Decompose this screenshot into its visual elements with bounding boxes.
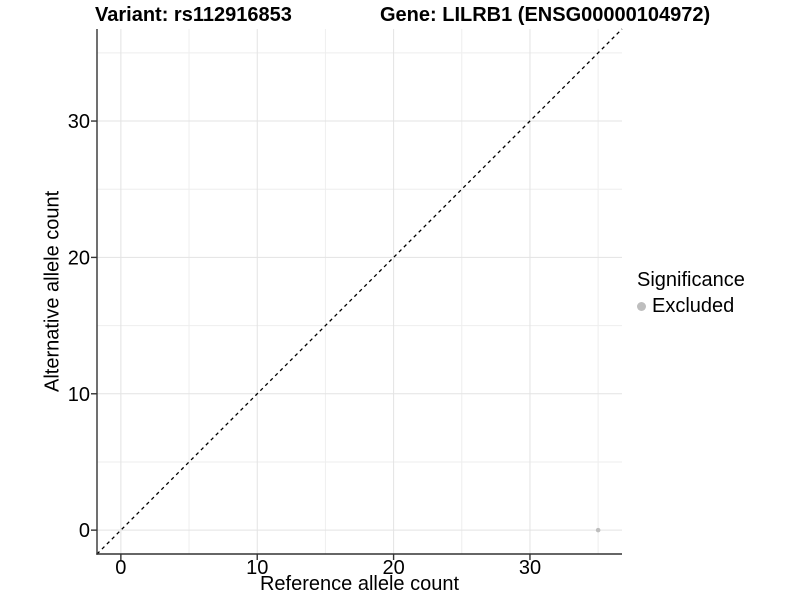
data-point	[595, 527, 601, 533]
x-tick-label: 0	[115, 557, 126, 579]
y-tick-label: 0	[79, 520, 90, 542]
identity-reference-line	[96, 28, 623, 555]
x-tick-label: 10	[246, 557, 268, 579]
legend-title: Significance	[637, 269, 745, 291]
legend-entry-excluded: Excluded	[637, 295, 745, 318]
legend: Significance Excluded	[637, 269, 745, 318]
legend-key-circle-icon	[637, 302, 646, 311]
x-tick-label: 20	[382, 557, 404, 579]
x-tick-label: 30	[519, 557, 541, 579]
legend-entry-label: Excluded	[652, 295, 735, 317]
y-axis-title: Alternative allele count	[41, 190, 64, 393]
y-tick-label: 20	[68, 247, 90, 269]
plot-title-gene: Gene: LILRB1 (ENSG00000104972)	[380, 4, 711, 26]
y-tick-label: 30	[68, 111, 90, 133]
plot-title-variant: Variant: rs112916853	[95, 4, 292, 26]
x-axis-title: Reference allele count	[259, 573, 459, 595]
y-tick-label: 10	[68, 384, 90, 406]
